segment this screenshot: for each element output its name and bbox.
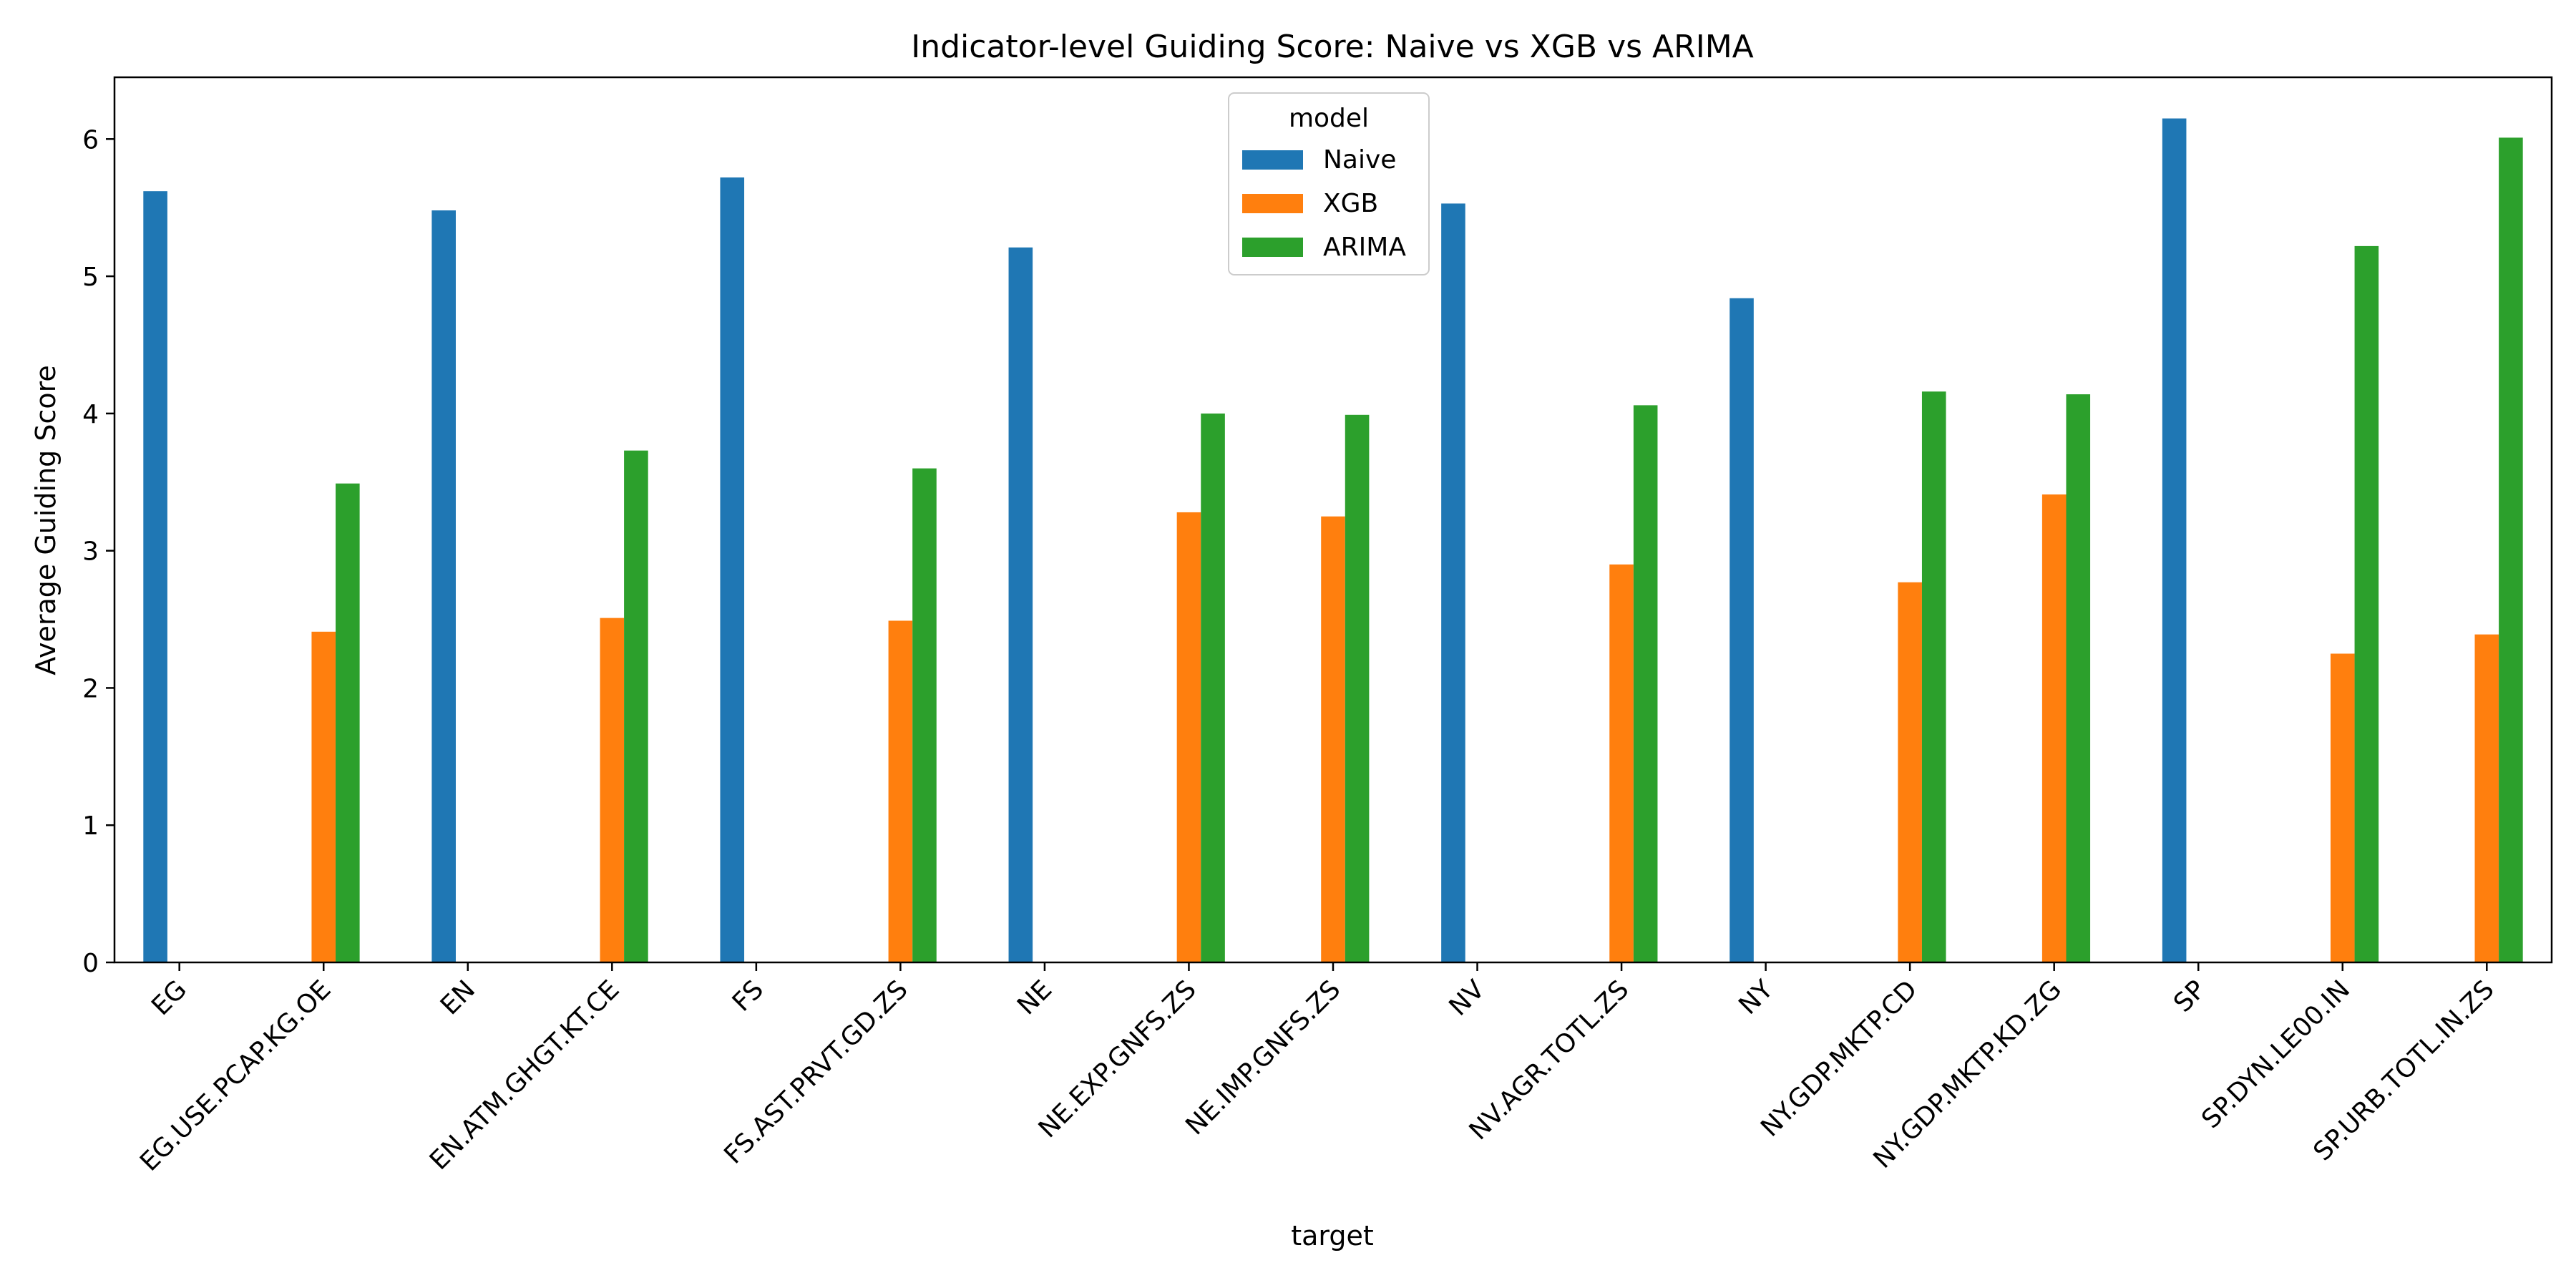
x-tick-label: NY.GDP.MKTP.CD xyxy=(1755,975,1923,1142)
bar-naive-fs xyxy=(720,177,745,962)
x-tick-label: NV.AGR.TOTL.ZS xyxy=(1464,975,1635,1146)
y-axis: 0 1 2 3 4 5 6 xyxy=(82,125,114,978)
bar-xgb-ne-exp-gnfs-zs xyxy=(1176,512,1201,962)
legend-label-xgb: XGB xyxy=(1323,189,1378,218)
bar-xgb-fs-ast-prvt-gd-zs xyxy=(888,620,913,962)
legend-title: model xyxy=(1289,104,1369,133)
bar-arima-nv-agr-totl-zs xyxy=(1633,405,1658,962)
x-axis-label: target xyxy=(1291,1220,1374,1252)
y-tick-label: 0 xyxy=(82,949,99,978)
bar-arima-ny-gdp-mktp-cd xyxy=(1921,391,1946,962)
bar-arima-sp-dyn-le00-in xyxy=(2354,245,2379,962)
x-tick-label: NE xyxy=(1012,975,1058,1020)
bar-naive-ne xyxy=(1008,247,1033,962)
bar-arima-ny-gdp-mktp-kd-zg xyxy=(2066,394,2091,962)
x-tick-label: NV xyxy=(1443,975,1491,1022)
bar-xgb-ny-gdp-mktp-kd-zg xyxy=(2041,494,2067,962)
y-tick-label: 1 xyxy=(82,811,99,841)
y-tick-label: 4 xyxy=(82,400,99,429)
chart-title: Indicator-level Guiding Score: Naive vs … xyxy=(911,29,1754,65)
bar-naive-eg xyxy=(143,191,167,963)
y-tick-label: 6 xyxy=(82,125,99,155)
bar-arima-ne-imp-gnfs-zs xyxy=(1345,414,1370,962)
y-tick-label: 3 xyxy=(82,537,99,567)
x-tick-label: FS xyxy=(727,975,769,1017)
bar-arima-eg-use-pcap-kg-oe xyxy=(336,483,360,962)
bar-xgb-eg-use-pcap-kg-oe xyxy=(311,631,336,962)
x-tick-label: NY xyxy=(1733,975,1779,1020)
legend-box xyxy=(1228,92,1430,275)
x-tick-label: EG xyxy=(146,975,192,1021)
bar-xgb-sp-dyn-le00-in xyxy=(2330,653,2355,962)
bar-xgb-nv-agr-totl-zs xyxy=(1609,564,1634,962)
bar-naive-ny xyxy=(1729,298,1754,962)
bars-group xyxy=(143,118,2523,963)
bar-xgb-sp-urb-totl-in-zs xyxy=(2474,634,2499,962)
x-tick-label: NE.EXP.GNFS.ZS xyxy=(1033,975,1202,1143)
y-tick-label: 2 xyxy=(82,674,99,703)
legend-items: Naive XGB ARIMA xyxy=(1242,145,1406,262)
x-tick-label: SP xyxy=(2168,975,2212,1018)
bar-xgb-en-atm-ghgt-kt-ce xyxy=(600,618,625,962)
legend-swatch-arima xyxy=(1242,238,1303,257)
x-tick-label: EN xyxy=(435,975,481,1020)
y-tick-label: 5 xyxy=(82,263,99,292)
bar-naive-nv xyxy=(1441,203,1465,963)
legend-swatch-xgb xyxy=(1242,194,1303,213)
bar-arima-fs-ast-prvt-gd-zs xyxy=(912,468,937,962)
x-tick-label: NE.IMP.GNFS.ZS xyxy=(1180,975,1346,1141)
bar-arima-sp-urb-totl-in-zs xyxy=(2499,137,2523,962)
bar-xgb-ny-gdp-mktp-cd xyxy=(1898,582,1922,962)
legend-label-naive: Naive xyxy=(1323,145,1396,175)
bar-naive-en xyxy=(431,210,456,962)
legend: model Naive XGB ARIMA xyxy=(1228,92,1430,275)
bar-arima-ne-exp-gnfs-zs xyxy=(1201,413,1225,962)
bar-arima-en-atm-ghgt-kt-ce xyxy=(624,450,648,962)
legend-label-arima: ARIMA xyxy=(1323,233,1406,262)
bar-xgb-ne-imp-gnfs-zs xyxy=(1321,516,1345,962)
y-axis-label: Average Guiding Score xyxy=(30,365,62,675)
bar-naive-sp xyxy=(2162,118,2187,962)
x-tick-label: SP.DYN.LE00.IN xyxy=(2196,975,2356,1134)
legend-swatch-naive xyxy=(1242,150,1303,170)
